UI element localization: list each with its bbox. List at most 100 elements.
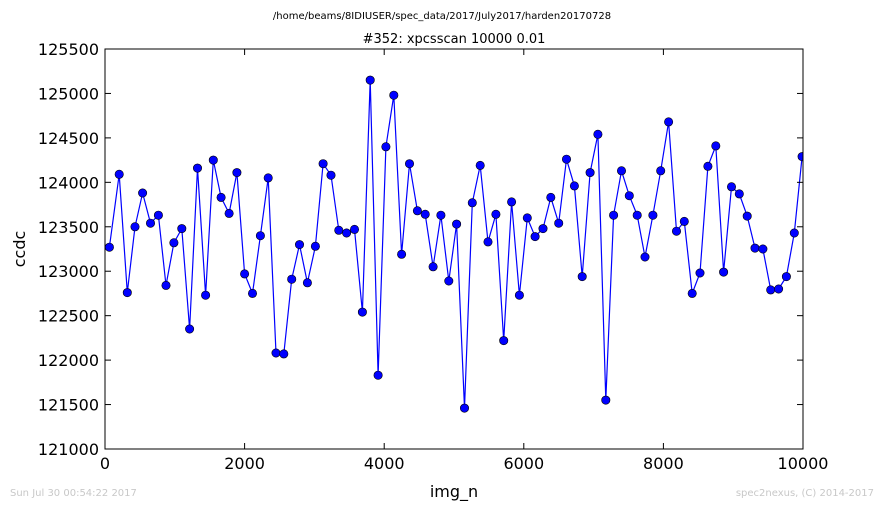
data-point — [397, 249, 407, 259]
x-tick-label: 0 — [100, 454, 110, 473]
data-point — [593, 129, 603, 139]
data-point — [656, 166, 666, 176]
data-point — [766, 285, 776, 295]
y-tick-label: 123000 — [38, 262, 99, 281]
data-point — [389, 90, 399, 100]
data-point — [105, 242, 114, 252]
x-tick-label: 10000 — [778, 454, 829, 473]
data-point — [664, 117, 674, 127]
data-point — [326, 170, 336, 180]
x-tick-label: 8000 — [643, 454, 684, 473]
data-point — [452, 219, 462, 229]
data-point — [216, 192, 226, 202]
data-point — [726, 182, 736, 192]
data-point — [742, 211, 752, 221]
y-tick-label: 122500 — [38, 307, 99, 326]
data-point — [302, 278, 312, 288]
y-tick-label: 123500 — [38, 218, 99, 237]
x-axis-label: img_n — [430, 482, 478, 502]
data-point — [695, 268, 705, 278]
y-tick-label: 122000 — [38, 351, 99, 370]
data-point — [420, 209, 430, 219]
data-point — [671, 226, 681, 236]
data-point — [703, 161, 713, 171]
data-point — [114, 169, 124, 179]
data-point — [263, 173, 273, 183]
data-point — [640, 252, 650, 262]
data-point — [789, 228, 799, 238]
data-point — [287, 274, 297, 284]
data-point — [404, 159, 414, 169]
x-tick-label: 2000 — [224, 454, 265, 473]
data-point — [554, 218, 564, 228]
data-point — [624, 191, 634, 201]
data-point — [193, 163, 203, 173]
data-point — [734, 189, 744, 199]
data-point — [161, 280, 171, 290]
data-point — [146, 218, 156, 228]
y-tick-label: 124500 — [38, 129, 99, 148]
data-point — [428, 262, 438, 272]
data-point — [522, 213, 532, 223]
data-point — [122, 288, 132, 298]
data-point — [648, 210, 658, 220]
data-point — [177, 224, 187, 234]
data-point — [483, 237, 493, 247]
footer-credit: spec2nexus, (C) 2014-2017 — [735, 488, 874, 499]
data-point — [349, 224, 359, 234]
data-point — [185, 324, 195, 334]
data-point — [758, 244, 768, 254]
data-point — [797, 152, 803, 162]
series-line-0 — [108, 80, 803, 409]
data-point — [632, 210, 642, 220]
chart-title: #352: xpcsscan 10000 0.01 — [363, 32, 546, 47]
data-point — [208, 155, 218, 165]
data-point — [436, 210, 446, 220]
footer-timestamp: Sun Jul 30 00:54:22 2017 — [10, 488, 137, 499]
data-point — [373, 370, 383, 380]
data-point — [561, 154, 571, 164]
data-point — [609, 210, 619, 220]
data-point — [357, 307, 367, 317]
y-tick-label: 121500 — [38, 396, 99, 415]
data-point — [679, 216, 689, 226]
data-point — [507, 197, 517, 207]
data-point — [153, 210, 163, 220]
x-tick-label: 6000 — [503, 454, 544, 473]
data-point — [381, 142, 391, 152]
y-tick-label: 125000 — [38, 84, 99, 103]
data-point — [711, 141, 721, 151]
data-point — [232, 168, 242, 178]
data-point — [318, 159, 328, 169]
data-point — [138, 188, 148, 198]
plot-frame — [104, 48, 804, 450]
data-point — [467, 198, 477, 208]
y-tick-label: 125500 — [38, 40, 99, 59]
data-point — [201, 290, 211, 300]
data-point — [279, 349, 289, 359]
data-point — [530, 232, 540, 242]
data-point — [781, 272, 791, 282]
data-point — [255, 231, 265, 241]
data-point — [444, 276, 454, 286]
data-point — [169, 238, 179, 248]
data-point — [538, 224, 548, 234]
data-point — [546, 192, 556, 202]
data-point — [240, 269, 250, 279]
data-point — [459, 403, 469, 413]
data-point — [616, 166, 626, 176]
data-point — [365, 75, 375, 85]
data-point — [248, 288, 258, 298]
data-point — [294, 240, 304, 250]
data-point — [601, 395, 611, 405]
data-point — [774, 284, 784, 294]
data-point — [491, 209, 501, 219]
plot-area: 0 2000 4000 6000 8000 10000 121000 121500 122000… — [38, 40, 829, 473]
data-point — [514, 290, 524, 300]
data-point — [569, 181, 579, 191]
data-point — [310, 241, 320, 251]
y-tick-label: 124000 — [38, 173, 99, 192]
data-point — [499, 336, 509, 346]
x-tick-label: 4000 — [364, 454, 405, 473]
